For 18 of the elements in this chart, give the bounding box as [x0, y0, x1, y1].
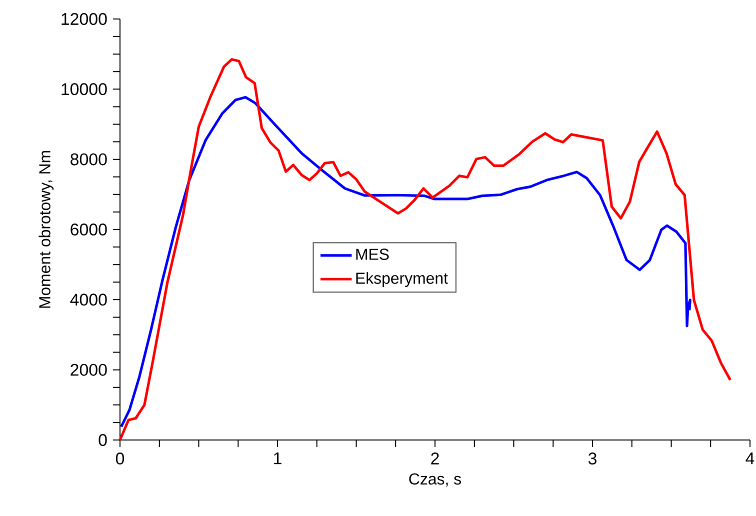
- x-axis-title: Czas, s: [409, 473, 461, 486]
- y-tick-label: 0: [98, 434, 107, 446]
- x-tick-label: 1: [274, 452, 282, 464]
- legend-label: Eksperyment: [356, 272, 448, 288]
- x-tick-label: 2: [431, 452, 439, 464]
- y-tick-label: 4000: [70, 294, 107, 306]
- x-tick-label: 3: [588, 452, 596, 465]
- x-tick-label: 0: [116, 452, 124, 465]
- y-tick-label: 6000: [70, 224, 107, 236]
- line-series: [118, 58, 732, 442]
- line-series: [120, 96, 692, 428]
- y-tick-label: 10000: [62, 83, 107, 96]
- x-tick-label: 4: [746, 452, 754, 464]
- y-tick-label: 8000: [70, 153, 107, 166]
- legend-label: MES: [356, 248, 389, 260]
- y-tick-label: 2000: [70, 364, 107, 376]
- y-axis-title: Moment obrotowy, Nm: [38, 151, 54, 308]
- y-tick-label: 12000: [62, 13, 107, 25]
